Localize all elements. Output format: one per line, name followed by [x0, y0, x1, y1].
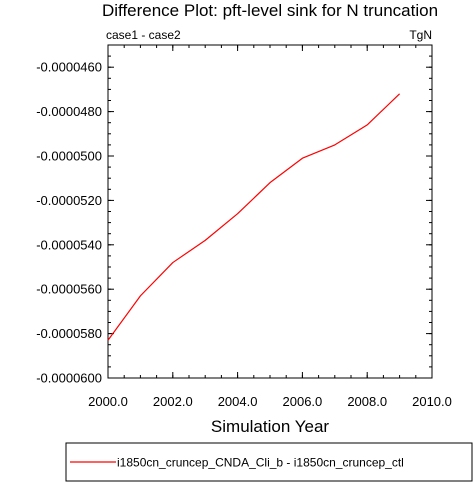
y-tick-label: -0.0000460 — [36, 60, 102, 75]
x-axis-title: Simulation Year — [211, 417, 329, 436]
legend-box — [65, 442, 473, 482]
series-line — [107, 93, 401, 341]
x-axis: 2000.0 2002.0 2004.0 2006.0 2008.0 2010.0 — [88, 45, 452, 409]
y-tick-label: -0.0000560 — [36, 282, 102, 297]
legend-label: i1850cn_cruncep_CNDA_Cli_b - i1850cn_cru… — [117, 456, 404, 470]
x-tick-label: 2006.0 — [283, 394, 323, 409]
x-tick-label: 2010.0 — [412, 394, 452, 409]
y-tick-label: -0.0000540 — [36, 237, 102, 252]
x-tick-label: 2004.0 — [218, 394, 258, 409]
units-label: TgN — [409, 28, 432, 42]
y-tick-label: -0.0000580 — [36, 326, 102, 341]
y-tick-label: -0.0000600 — [36, 371, 102, 386]
series-layer — [107, 93, 401, 341]
y-tick-label: -0.0000500 — [36, 149, 102, 164]
left-subtitle: case1 - case2 — [106, 28, 181, 42]
chart-title: Difference Plot: pft-level sink for N tr… — [102, 1, 438, 20]
y-axis: -0.0000460 -0.0000480 -0.0000500 -0.0000520… — [36, 44, 432, 386]
x-tick-label: 2000.0 — [88, 394, 128, 409]
plot-frame — [107, 44, 433, 379]
y-tick-label: -0.0000480 — [36, 104, 102, 119]
y-tick-label: -0.0000520 — [36, 193, 102, 208]
x-tick-label: 2002.0 — [153, 394, 193, 409]
x-tick-label: 2008.0 — [347, 394, 387, 409]
